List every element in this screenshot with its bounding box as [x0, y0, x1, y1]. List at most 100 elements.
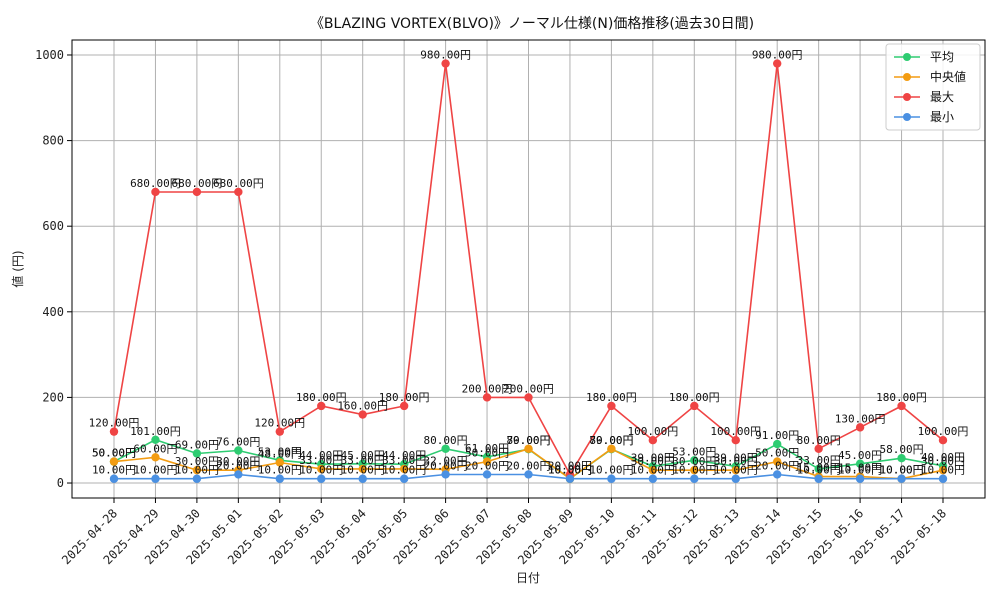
data-point — [607, 401, 616, 411]
data-label: 10.00円 — [92, 464, 136, 477]
data-point — [192, 449, 202, 458]
data-point — [690, 401, 699, 411]
data-label: 101.00円 — [130, 425, 181, 438]
data-point — [648, 436, 658, 445]
data-point — [151, 474, 160, 483]
data-point — [731, 436, 740, 445]
data-point — [192, 474, 202, 483]
data-label: 10.00円 — [879, 464, 923, 477]
data-point — [151, 187, 160, 197]
data-point — [399, 464, 409, 474]
data-point — [317, 474, 326, 483]
data-point — [938, 465, 948, 475]
y-tick-label: 0 — [57, 476, 64, 490]
data-label: 79.00円 — [506, 434, 550, 447]
data-label: 10.00円 — [382, 464, 426, 477]
data-point — [482, 457, 492, 466]
data-label: 80.00円 — [589, 434, 633, 447]
data-point — [317, 401, 326, 411]
data-point — [524, 393, 533, 402]
data-label: 48.00円 — [258, 447, 302, 460]
data-label: 20.00円 — [216, 459, 260, 472]
data-point — [897, 474, 906, 483]
data-label: 180.00円 — [379, 391, 430, 404]
data-point — [275, 458, 284, 467]
data-label: 45.00円 — [341, 449, 385, 462]
data-label: 680.00円 — [213, 177, 264, 190]
x-axis-title: 日付 — [516, 571, 540, 585]
data-label: 980.00円 — [752, 49, 803, 62]
data-label: 10.00円 — [548, 464, 592, 477]
data-point — [731, 474, 740, 483]
data-point — [275, 427, 284, 436]
data-point — [690, 465, 699, 475]
legend-box — [885, 43, 981, 131]
data-label: 180.00円 — [876, 391, 927, 404]
data-point — [897, 453, 906, 463]
data-label: 79.00円 — [589, 434, 633, 447]
data-point — [234, 470, 243, 479]
data-point — [773, 457, 782, 466]
data-label: 80.00円 — [797, 434, 841, 447]
data-label: 40.00円 — [921, 451, 965, 464]
data-point — [565, 474, 575, 483]
data-label: 39.00円 — [714, 451, 758, 464]
data-label: 44.00円 — [299, 449, 343, 462]
data-label: 60.00円 — [133, 442, 177, 455]
data-label: 200.00円 — [462, 382, 513, 395]
data-point — [938, 474, 948, 483]
data-label: 33.00円 — [382, 454, 426, 467]
data-label: 180.00円 — [296, 391, 347, 404]
data-point — [358, 464, 367, 474]
data-label: 120.00円 — [254, 417, 305, 430]
data-point — [358, 474, 367, 483]
data-label: 15.00円 — [797, 462, 841, 475]
data-label: 58.00円 — [879, 443, 923, 456]
data-point — [524, 444, 533, 453]
data-label: 10.00円 — [548, 464, 592, 477]
labels-layer: 50.00円101.00円69.00円76.00円53.00円44.00円45.… — [89, 49, 969, 477]
data-point — [317, 464, 326, 474]
data-point — [648, 465, 658, 475]
data-point — [814, 464, 823, 474]
legend-label: 中央値 — [930, 69, 966, 84]
legend-label: 平均 — [930, 50, 954, 64]
legend-label: 最大 — [930, 90, 954, 104]
y-tick-label: 600 — [42, 219, 64, 233]
legend-marker — [903, 113, 911, 121]
data-label: 680.00円 — [172, 177, 223, 190]
ticks-layer: 020040060080010002025-04-282025-04-29202… — [35, 48, 949, 567]
data-point — [275, 474, 284, 483]
data-label: 20.00円 — [424, 459, 468, 472]
data-label: 30.00円 — [216, 455, 260, 468]
data-label: 100.00円 — [627, 425, 678, 438]
data-label: 100.00円 — [710, 425, 761, 438]
data-label: 10.00円 — [879, 464, 923, 477]
data-point — [109, 457, 119, 466]
data-label: 10.00円 — [133, 464, 177, 477]
data-label: 53.00円 — [258, 445, 302, 458]
data-label: 10.00円 — [258, 464, 302, 477]
y-tick-label: 200 — [42, 390, 64, 404]
data-label: 33.00円 — [341, 454, 385, 467]
data-label: 10.00円 — [589, 464, 633, 477]
data-label: 76.00円 — [216, 435, 260, 448]
data-label: 130.00円 — [835, 412, 886, 425]
y-tick-label: 400 — [42, 305, 64, 319]
data-point — [482, 470, 492, 479]
data-label: 20.00円 — [548, 459, 592, 472]
data-point — [524, 470, 533, 479]
data-point — [109, 427, 119, 436]
data-label: 53.00円 — [672, 445, 716, 458]
data-label: 10.00円 — [548, 464, 592, 477]
data-point — [855, 423, 865, 432]
series-layer — [109, 59, 948, 483]
data-label: 45.00円 — [838, 449, 882, 462]
data-label: 69.00円 — [175, 438, 219, 451]
chart-title: 《BLAZING VORTEX(BLVO)》ノーマル仕様(N)価格推移(過去30… — [310, 16, 754, 32]
data-label: 10.00円 — [714, 464, 758, 477]
data-point — [109, 474, 119, 483]
y-tick-label: 1000 — [35, 48, 64, 62]
data-point — [192, 465, 202, 475]
